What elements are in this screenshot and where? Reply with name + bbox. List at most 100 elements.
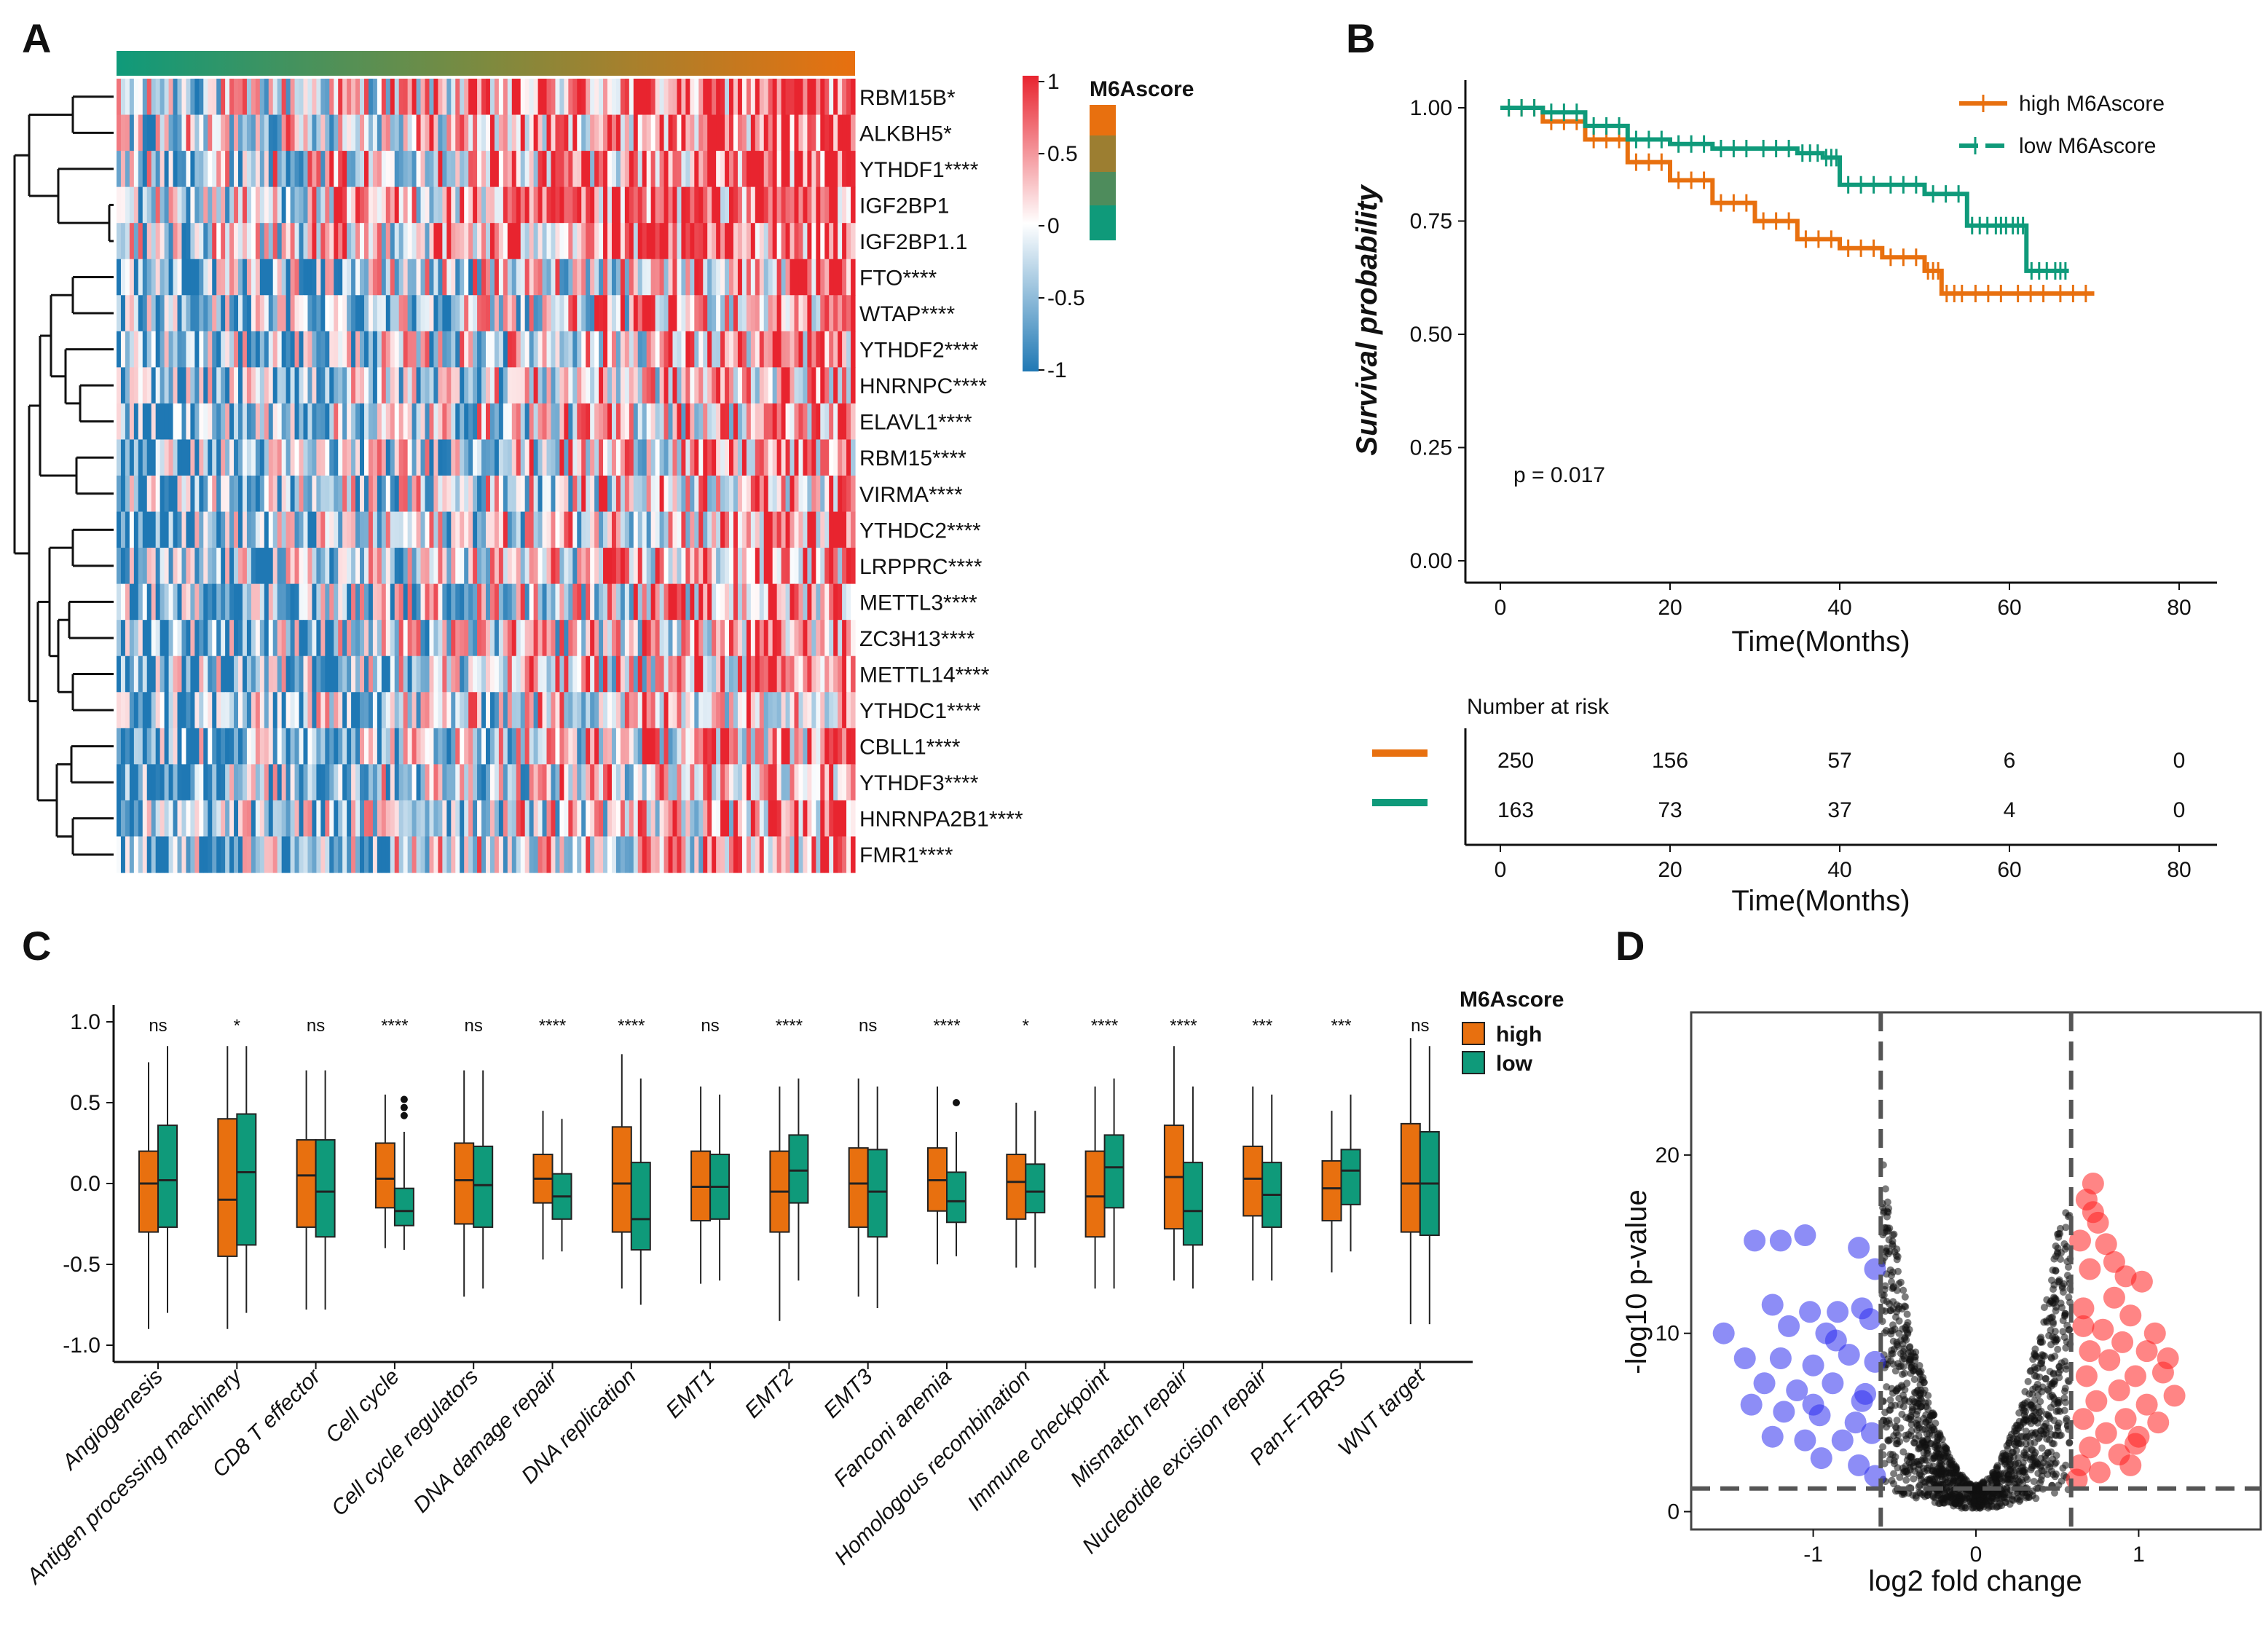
heatmap-cell [568, 728, 573, 765]
heatmap-cell [851, 583, 856, 621]
heatmap-cell [607, 367, 613, 404]
heatmap-cell [615, 800, 621, 838]
heatmap-cell [820, 511, 825, 548]
heatmap-cell [460, 728, 465, 765]
heatmap-cell [377, 79, 382, 116]
heatmap-cell [429, 548, 435, 585]
heatmap-cell [420, 764, 426, 801]
heatmap-cell [494, 476, 500, 513]
heatmap-cell [755, 223, 760, 260]
heatmap-cell [820, 439, 825, 476]
heatmap-cell [394, 583, 400, 621]
heatmap-cell [368, 79, 374, 116]
heatmap-cell [164, 476, 170, 513]
box-legend-title: M6Ascore [1460, 988, 1564, 1012]
heatmap-cell [194, 295, 200, 332]
heatmap-cell [342, 223, 347, 260]
heatmap-cell [681, 800, 686, 838]
heatmap-cell [642, 295, 647, 332]
heatmap-cell [703, 367, 708, 404]
heatmap-cell [851, 692, 856, 729]
heatmap-cell [433, 620, 438, 657]
heatmap-cell [342, 259, 347, 296]
heatmap-cell [407, 764, 413, 801]
heatmap-cell [829, 79, 834, 116]
heatmap-cell [334, 331, 339, 368]
heatmap-cell [503, 583, 508, 621]
heatmap-cell [498, 800, 504, 838]
heatmap-cell [342, 367, 347, 404]
box-significance-label: **** [1091, 1016, 1118, 1036]
heatmap-cell [307, 295, 313, 332]
heatmap-cell [720, 186, 725, 224]
heatmap-cell [455, 114, 460, 151]
heatmap-cell [160, 764, 165, 801]
heatmap-cell [741, 583, 747, 621]
heatmap-cell [798, 186, 804, 224]
heatmap-cell [221, 186, 226, 224]
heatmap-cell [559, 331, 564, 368]
heatmap-cell [520, 764, 526, 801]
heatmap-cell [216, 800, 221, 838]
gene-label: RBM15B* [859, 86, 956, 110]
heatmap-cell [446, 511, 452, 548]
heatmap-cell [255, 728, 261, 765]
heatmap-cell [181, 439, 187, 476]
heatmap-cell [385, 476, 391, 513]
heatmap-cell [555, 836, 560, 873]
heatmap-cell [520, 800, 526, 838]
heatmap-cell [803, 511, 808, 548]
heatmap-cell [117, 548, 122, 585]
heatmap-cell [117, 476, 122, 513]
heatmap-cell [668, 331, 674, 368]
heatmap-cell [173, 764, 178, 801]
heatmap-cell [385, 259, 391, 296]
heatmap-cell [255, 186, 261, 224]
heatmap-cell [551, 223, 556, 260]
gene-label: ELAVL1**** [859, 411, 972, 435]
heatmap-cell [481, 511, 487, 548]
heatmap-cell [216, 223, 221, 260]
heatmap-cell [725, 728, 730, 765]
heatmap-cell [529, 114, 535, 151]
heatmap-cell [129, 476, 135, 513]
heatmap-cell [307, 223, 313, 260]
heatmap-cell [798, 79, 804, 116]
heatmap-cell [833, 764, 838, 801]
heatmap-cell [750, 403, 756, 441]
heatmap-cell [251, 223, 256, 260]
heatmap-cell [221, 692, 226, 729]
heatmap-cell [160, 186, 165, 224]
gene-label: WTAP**** [859, 302, 955, 326]
heatmap-cell [268, 186, 274, 224]
heatmap-cell [446, 583, 452, 621]
heatmap-cell [299, 511, 304, 548]
heatmap-cell [133, 583, 139, 621]
heatmap-cell [516, 836, 521, 873]
heatmap-cell [190, 764, 195, 801]
heatmap-cell [646, 151, 652, 188]
heatmap-cell [125, 655, 130, 693]
heatmap-cell [372, 728, 378, 765]
heatmap-cell [794, 151, 800, 188]
heatmap-cell [208, 548, 213, 585]
heatmap-cell [846, 367, 851, 404]
heatmap-cell [351, 114, 356, 151]
heatmap-cell [412, 223, 417, 260]
heatmap-cell [264, 764, 269, 801]
heatmap-cell [733, 764, 739, 801]
heatmap-cell [538, 836, 543, 873]
heatmap-cell [173, 583, 178, 621]
heatmap-cell [446, 223, 452, 260]
heatmap-cell [438, 259, 443, 296]
heatmap-cell [246, 223, 252, 260]
heatmap-cell [529, 151, 535, 188]
heatmap-cell [507, 836, 513, 873]
heatmap-cell [716, 403, 721, 441]
box-outlier [400, 1111, 408, 1119]
heatmap-cell [190, 692, 195, 729]
heatmap-cell [221, 728, 226, 765]
heatmap-cell [394, 114, 400, 151]
box-category-label: WNT target [1334, 1363, 1430, 1460]
heatmap-cell [759, 403, 765, 441]
